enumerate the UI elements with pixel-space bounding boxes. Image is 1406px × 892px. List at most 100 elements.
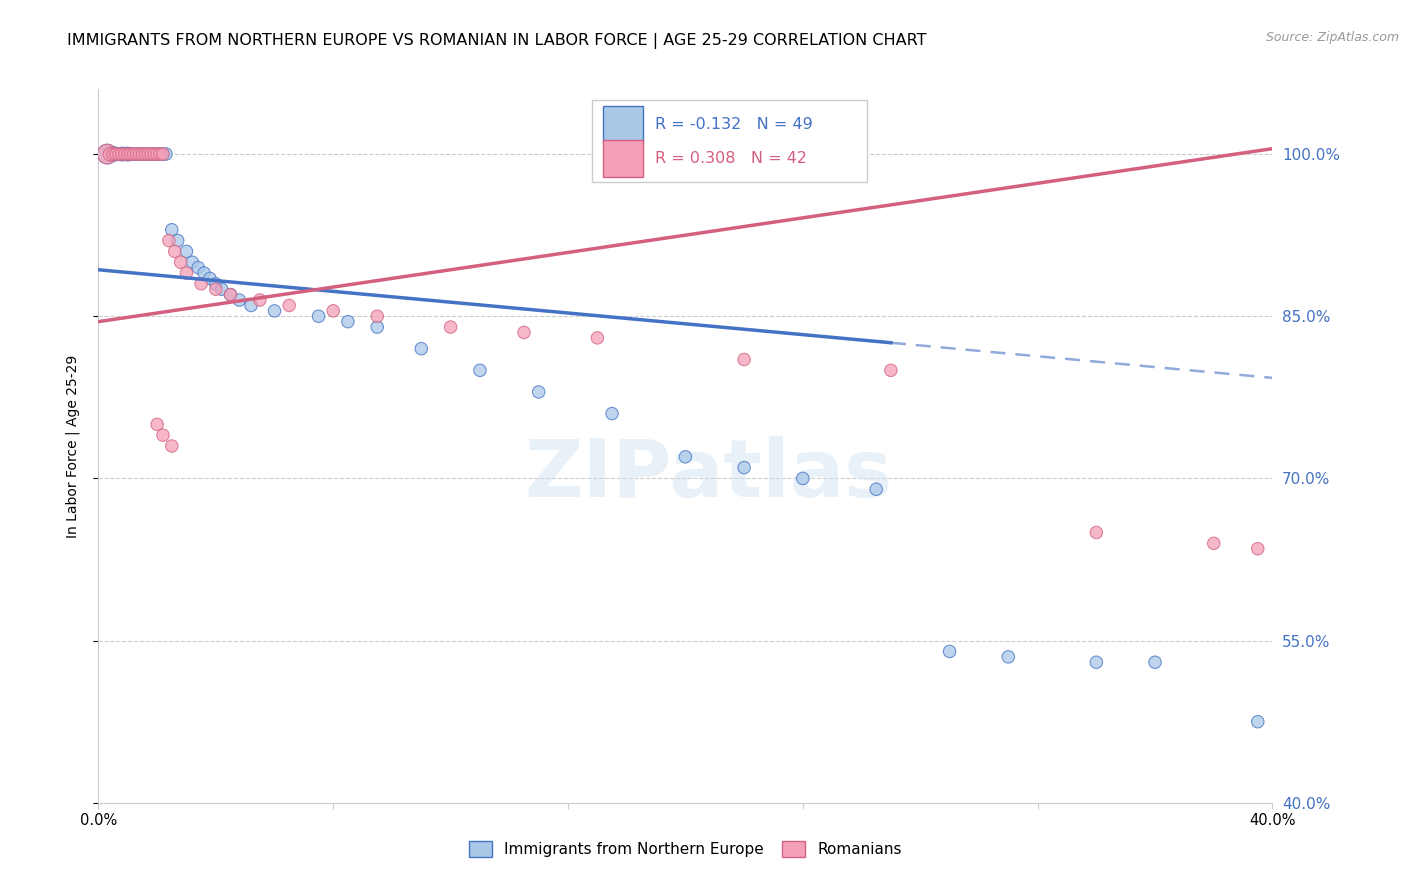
Point [149,147,172,161]
Point [143,147,166,161]
Point [336,315,359,329]
Point [163,244,186,259]
Point [101,147,124,161]
Point [122,147,145,161]
Point [111,147,134,161]
Point [108,147,131,161]
Point [111,147,134,161]
Point [181,255,204,269]
Point [193,266,215,280]
Point [105,147,128,161]
Point [198,271,221,285]
Point [513,326,536,340]
Point [134,147,156,161]
Point [114,147,136,161]
Point [176,266,198,280]
Text: Source: ZipAtlas.com: Source: ZipAtlas.com [1265,31,1399,45]
Point [278,298,301,312]
Point [322,303,344,318]
Point [263,303,285,318]
Point [143,147,166,161]
Point [152,147,174,161]
Point [468,363,491,377]
Point [733,352,755,367]
Point [228,293,250,307]
Point [190,277,212,291]
FancyBboxPatch shape [592,100,868,182]
Point [240,298,263,312]
Point [117,147,139,161]
Point [125,147,148,161]
Point [308,310,330,324]
Point [205,277,228,291]
Point [169,255,191,269]
Point [1247,714,1270,729]
Point [160,223,183,237]
Point [114,147,136,161]
Point [136,147,159,161]
Point [205,282,228,296]
Point [440,320,463,334]
Point [141,147,163,161]
Point [105,147,128,161]
Point [152,428,174,442]
Text: ZIPatlas: ZIPatlas [524,435,893,514]
Point [366,320,388,334]
Text: R = 0.308   N = 42: R = 0.308 N = 42 [655,151,807,166]
Point [128,147,150,161]
Point [120,147,142,161]
Point [125,147,148,161]
Text: IMMIGRANTS FROM NORTHERN EUROPE VS ROMANIAN IN LABOR FORCE | AGE 25-29 CORRELATI: IMMIGRANTS FROM NORTHERN EUROPE VS ROMAN… [67,33,927,49]
Point [146,417,169,432]
Point [122,147,145,161]
Point [128,147,150,161]
Point [219,287,242,301]
Point [600,407,623,421]
Text: R = -0.132   N = 49: R = -0.132 N = 49 [655,118,813,132]
Legend: Immigrants from Northern Europe, Romanians: Immigrants from Northern Europe, Romania… [463,835,908,863]
Point [1247,541,1270,556]
Point [792,471,814,485]
Point [141,147,163,161]
Point [219,287,242,301]
Point [108,147,131,161]
Point [146,147,169,161]
FancyBboxPatch shape [603,140,643,177]
Point [938,644,960,658]
Point [675,450,697,464]
Point [98,147,121,161]
Point [211,282,233,296]
Point [166,234,188,248]
Point [187,260,209,275]
Y-axis label: In Labor Force | Age 25-29: In Labor Force | Age 25-29 [66,354,80,538]
Point [1202,536,1225,550]
Point [411,342,433,356]
Point [1085,525,1108,540]
Point [96,147,118,161]
Point [152,147,174,161]
Point [160,439,183,453]
Point [131,147,153,161]
Point [146,147,169,161]
Point [1085,655,1108,669]
Point [586,331,609,345]
Point [120,147,142,161]
Point [131,147,153,161]
Point [865,482,887,496]
Point [880,363,903,377]
FancyBboxPatch shape [603,106,643,144]
Point [117,147,139,161]
Point [733,460,755,475]
Point [155,147,177,161]
Point [1144,655,1167,669]
Point [157,234,180,248]
Point [101,147,124,161]
Point [134,147,156,161]
Point [149,147,172,161]
Point [249,293,271,307]
Point [176,244,198,259]
Point [997,649,1019,664]
Point [366,310,388,324]
Point [96,147,118,161]
Point [527,384,550,399]
